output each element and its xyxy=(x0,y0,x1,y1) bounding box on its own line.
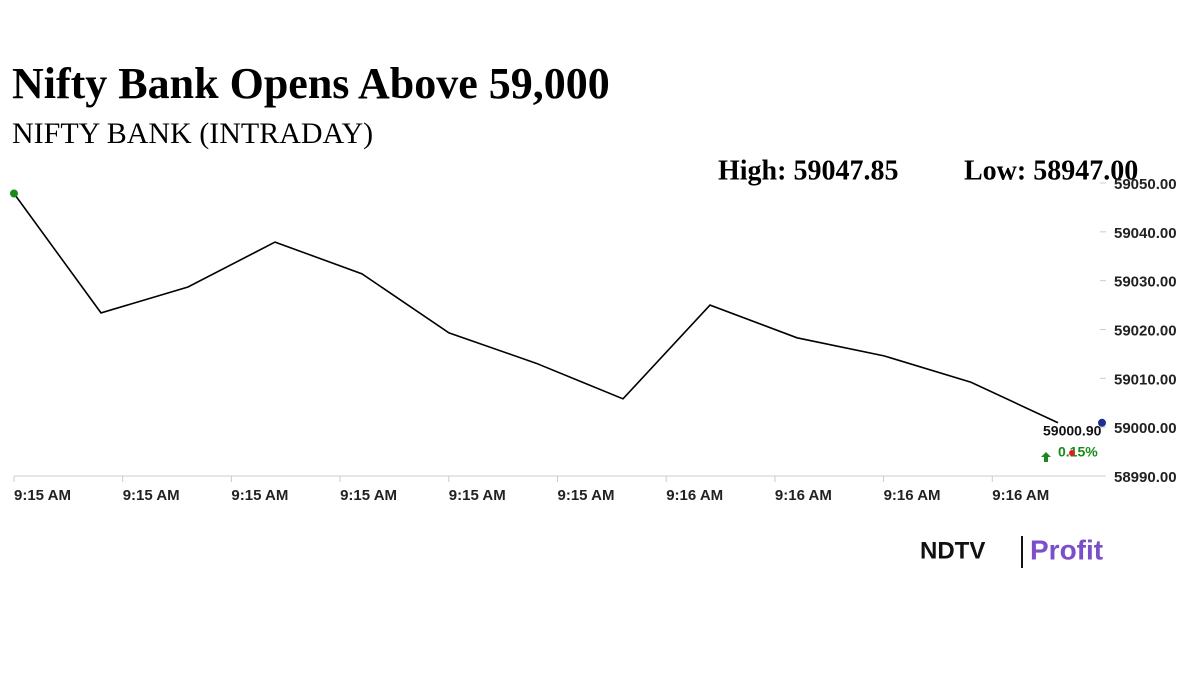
x-tick-label: 9:16 AM xyxy=(992,487,1049,504)
y-tick-label: 59020.00 xyxy=(1114,322,1177,339)
end-point xyxy=(1098,418,1106,427)
logo: NDTV Profit xyxy=(920,534,1103,568)
x-tick-label: 9:15 AM xyxy=(340,487,397,504)
logo-ndtv: NDTV xyxy=(920,537,985,564)
chart-title: Nifty Bank Opens Above 59,000 xyxy=(12,59,610,108)
y-tick-label: 59010.00 xyxy=(1114,371,1177,388)
change-dot xyxy=(1069,450,1075,456)
chart-subtitle: NIFTY BANK (INTRADAY) xyxy=(12,117,373,150)
x-tick-label: 9:16 AM xyxy=(884,487,941,504)
x-tick-label: 9:16 AM xyxy=(666,487,723,504)
x-tick-label: 9:16 AM xyxy=(775,487,832,504)
y-tick-label: 58990.00 xyxy=(1114,469,1177,486)
y-tick-label: 59030.00 xyxy=(1114,274,1177,291)
x-tick-label: 9:15 AM xyxy=(123,487,180,504)
up-arrow-icon xyxy=(1041,452,1051,462)
x-tick-label: 9:15 AM xyxy=(14,487,71,504)
high-annotation: High: 59047.85 xyxy=(718,155,898,186)
logo-profit: Profit xyxy=(1030,534,1103,565)
last-value-label: 59000.90 xyxy=(1043,422,1102,438)
start-point xyxy=(10,189,18,198)
y-tick-label: 59050.00 xyxy=(1114,176,1177,193)
x-tick-label: 9:15 AM xyxy=(558,487,615,504)
line-series xyxy=(13,193,1059,424)
y-tick-label: 59040.00 xyxy=(1114,225,1177,242)
x-tick-label: 9:15 AM xyxy=(231,487,288,504)
low-annotation: Low: 58947.00 xyxy=(964,155,1138,186)
x-tick-label: 9:15 AM xyxy=(449,487,506,504)
y-tick-label: 59000.00 xyxy=(1114,420,1177,437)
change-label: 0.15% xyxy=(1058,444,1098,460)
